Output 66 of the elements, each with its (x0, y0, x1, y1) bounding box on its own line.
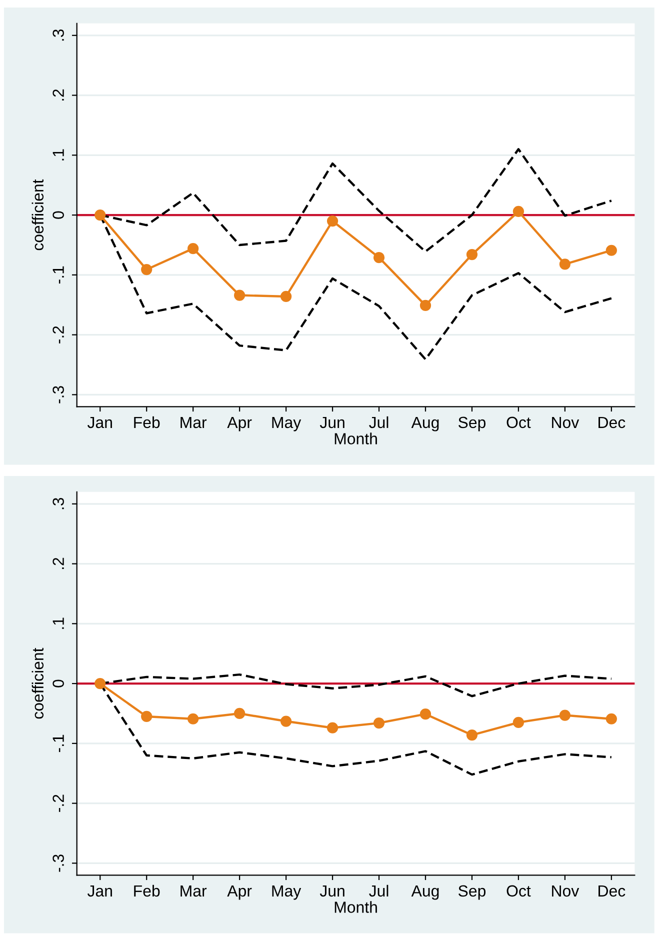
point (373, 252, 385, 264)
y-tick-label: .2 (52, 89, 64, 100)
x-tick-label: Nov (552, 416, 580, 428)
x-tick-label: Sep (458, 885, 486, 900)
x-tick-label: Feb (134, 416, 160, 428)
x-tick-label: Jan (87, 885, 112, 897)
point (559, 710, 570, 721)
x-tick-label: Oct (506, 885, 531, 897)
y-tick-label: 0 (52, 211, 64, 219)
y-tick-label: -.3 (52, 386, 64, 404)
x-tick-label: Jul (369, 416, 388, 428)
x-tick-label: Feb (134, 884, 160, 897)
x-tick-label: Apr (227, 416, 252, 432)
y-tick-label: -.3 (52, 854, 64, 872)
x-tick-label: Sep (458, 416, 486, 432)
point (280, 290, 292, 302)
y-axis-title: coefficient (32, 648, 44, 719)
x-tick-label: Apr (227, 885, 252, 900)
point (94, 209, 106, 221)
x-tick-label: Aug (411, 885, 439, 900)
point (466, 729, 478, 741)
point (234, 290, 246, 301)
x-tick-label: May (272, 885, 302, 900)
y-tick-label: .3 (52, 498, 64, 510)
y-tick-label: 0 (52, 680, 64, 688)
y-tick-label: -.1 (52, 734, 64, 752)
y-axis-title: coefficient (32, 179, 44, 250)
x-tick-label: Jan (87, 416, 112, 428)
x-axis-title: Month (334, 901, 377, 913)
point (326, 722, 338, 734)
point (188, 243, 199, 254)
x-tick-label: May (272, 416, 302, 432)
x-axis-title: Month (334, 432, 377, 444)
y-tick-label: -.2 (52, 326, 64, 344)
point (559, 258, 570, 270)
y-tick-label: .2 (52, 558, 64, 569)
point (94, 678, 106, 690)
x-tick-label: Oct (506, 416, 531, 428)
point (420, 708, 432, 720)
point (420, 300, 432, 312)
x-tick-label: Jun (320, 416, 344, 428)
point (512, 716, 524, 728)
x-tick-label: Dec (598, 885, 626, 897)
y-tick-label: .3 (52, 29, 64, 41)
y-tick-label: .1 (52, 149, 64, 160)
point (280, 716, 292, 727)
x-tick-label: Dec (598, 416, 626, 428)
point (606, 244, 617, 256)
x-tick-label: Nov (552, 885, 580, 897)
point (512, 206, 524, 218)
y-tick-label: -.2 (52, 794, 64, 812)
x-tick-label: Mar (180, 416, 207, 428)
y-tick-label: -.1 (52, 266, 64, 284)
point (373, 718, 385, 729)
x-tick-label: Aug (411, 416, 439, 432)
y-tick-label: .1 (52, 618, 64, 629)
point (326, 215, 338, 227)
point (141, 710, 152, 722)
x-tick-label: Jun (320, 885, 344, 897)
point (188, 713, 199, 724)
x-tick-label: Jul (369, 884, 388, 897)
point (141, 264, 152, 276)
point (234, 708, 246, 720)
point (466, 249, 478, 260)
x-tick-label: Mar (180, 885, 207, 897)
point (606, 713, 617, 724)
